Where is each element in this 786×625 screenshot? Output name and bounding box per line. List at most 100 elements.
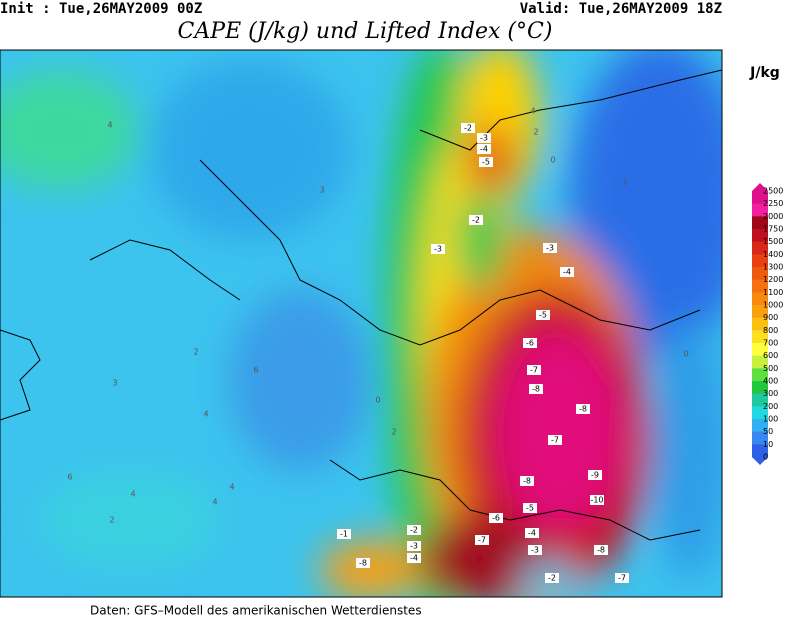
init-time: Init : Tue,26MAY2009 00Z: [0, 1, 202, 17]
contour-label: -3: [546, 244, 554, 253]
contour-label: 3: [112, 379, 117, 388]
contour-label-box: [523, 503, 537, 513]
colorbar-segment: [752, 406, 768, 420]
contour-label-box: [590, 495, 604, 505]
colorbar-segment: [752, 444, 768, 458]
colorbar-label: 600: [763, 351, 778, 360]
colorbar-label: 10: [763, 440, 773, 449]
contour-label: -7: [551, 436, 559, 445]
colorbar-segment: [752, 431, 768, 445]
contour-label-box: [527, 365, 541, 375]
contour-label-box: [543, 243, 557, 253]
colorbar-label: 100: [763, 415, 778, 424]
contour-label: -4: [563, 268, 571, 277]
contour-label-box: [356, 558, 370, 568]
contour-label: -4: [480, 145, 488, 154]
contour-label: 4: [107, 121, 112, 130]
colorbar-label: 400: [763, 377, 778, 386]
colorbar-label: 1300: [763, 263, 783, 272]
contour-label: 0: [683, 350, 688, 359]
contour-label-box: [475, 535, 489, 545]
colorbar-label: 2500: [763, 187, 783, 196]
contour-label-box: [337, 529, 351, 539]
colorbar-label: 50: [763, 427, 773, 436]
contour-label-box: [407, 553, 421, 563]
colorbar-label: 1400: [763, 250, 783, 259]
contour-label-box: [594, 545, 608, 555]
contour-label: -2: [410, 526, 418, 535]
contour-label-box: [407, 541, 421, 551]
contour-label: -10: [590, 496, 603, 505]
colorbar-segment: [752, 305, 768, 319]
legend-unit: J/kg: [749, 65, 780, 81]
contour-label-box: [529, 384, 543, 394]
contour-label: -7: [618, 574, 626, 583]
contour-label: 2: [622, 178, 627, 187]
contour-label: -8: [597, 546, 605, 555]
contour-label: -2: [464, 124, 472, 133]
map: -2-3-4-5-3-2-3-4-5-6-7-8-8-7-8-9-10-5-6-…: [0, 50, 722, 597]
contour-label-box: [461, 123, 475, 133]
contour-label: -4: [528, 529, 536, 538]
contour-label-box: [560, 267, 574, 277]
contour-label-box: [477, 133, 491, 143]
colorbar-label: 1500: [763, 237, 783, 246]
contour-label-box: [489, 513, 503, 523]
colorbar-segment: [752, 355, 768, 369]
colorbar-label: 1000: [763, 301, 783, 310]
contour-label: 3: [319, 186, 324, 195]
contour-label: 4: [203, 410, 208, 419]
contour-label: -1: [340, 530, 348, 539]
contour-label: -5: [539, 311, 547, 320]
contour-label: 2: [391, 428, 396, 437]
contour-label: -6: [492, 514, 500, 523]
contour-label: 4: [229, 483, 234, 492]
colorbar-label: 1200: [763, 275, 783, 284]
contour-label-box: [528, 545, 542, 555]
contour-label: 2: [109, 516, 114, 525]
colorbar-segment: [752, 292, 768, 306]
colorbar-segment: [752, 216, 768, 230]
colorbar-label: 2000: [763, 212, 783, 221]
contour-label: 0: [550, 156, 555, 165]
colorbar-segment: [752, 368, 768, 382]
colorbar-segment: [752, 203, 768, 217]
contour-label: 6: [253, 366, 258, 375]
contour-label-box: [615, 573, 629, 583]
contour-label: 2: [533, 128, 538, 137]
contour-label: 4: [130, 490, 135, 499]
contour-label-box: [523, 338, 537, 348]
contour-label-box: [576, 404, 590, 414]
contour-label: 0: [375, 396, 380, 405]
colorbar-segment: [752, 191, 768, 205]
colorbar-cap: [752, 457, 768, 465]
colorbar-segment: [752, 267, 768, 281]
colorbar-segment: [752, 279, 768, 293]
footer: Daten: GFS–Modell des amerikanischen Wet…: [90, 604, 422, 618]
contour-label-box: [545, 573, 559, 583]
contour-label: 6: [67, 473, 72, 482]
colorbar-segment: [752, 419, 768, 433]
contour-label-box: [525, 528, 539, 538]
contour-label: -3: [531, 546, 539, 555]
contour-label: -2: [548, 574, 556, 583]
contour-label-box: [431, 244, 445, 254]
colorbar-segment: [752, 317, 768, 331]
contour-label-box: [407, 525, 421, 535]
colorbar-label: 2250: [763, 199, 783, 208]
colorbar-label: 700: [763, 339, 778, 348]
contour-label: -8: [359, 559, 367, 568]
contour-label-box: [536, 310, 550, 320]
colorbar-label: 200: [763, 402, 778, 411]
contour-label: -3: [410, 542, 418, 551]
contour-label: -5: [526, 504, 534, 513]
contour-label-box: [520, 476, 534, 486]
colorbar-label: 900: [763, 313, 778, 322]
contour-label: -7: [478, 536, 486, 545]
colorbar-label: 1100: [763, 288, 783, 297]
colorbar-segment: [752, 229, 768, 243]
colorbar-label: 500: [763, 364, 778, 373]
contour-label: -6: [526, 339, 534, 348]
colorbar-label: 0: [763, 453, 768, 462]
